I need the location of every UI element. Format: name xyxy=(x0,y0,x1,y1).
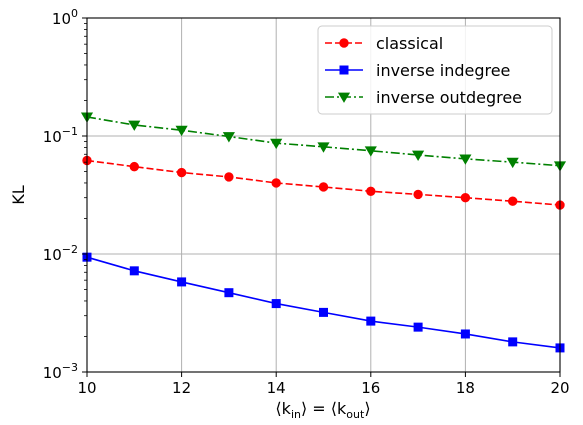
data-point xyxy=(366,186,376,196)
data-point xyxy=(271,299,281,309)
y-tick-label: 10−2 xyxy=(43,243,78,264)
data-point xyxy=(222,132,235,143)
legend: classical inverse indegree inverse outdegr… xyxy=(317,25,553,115)
series-inverse-indegree xyxy=(82,252,565,353)
series-line-inverse-indegree xyxy=(86,256,561,349)
data-point xyxy=(175,125,188,137)
data-point xyxy=(364,146,377,157)
legend-item: classical xyxy=(325,34,443,53)
data-point xyxy=(508,337,518,347)
x-tick-label: 20 xyxy=(550,379,569,397)
x-axis-label: ⟨kin⟩ = ⟨kout⟩ xyxy=(275,399,370,420)
data-point xyxy=(413,322,423,332)
data-point xyxy=(128,120,141,131)
y-tick-label: 100 xyxy=(52,7,78,28)
legend-item: inverse outdegree xyxy=(325,88,522,107)
series-layer xyxy=(80,112,567,353)
plot-frame xyxy=(86,17,561,373)
legend-marker xyxy=(337,92,351,103)
data-point xyxy=(460,192,471,203)
legend-label: inverse indegree xyxy=(376,61,510,80)
data-point xyxy=(508,196,518,206)
data-point xyxy=(177,277,187,287)
data-point xyxy=(129,266,139,276)
series-inverse-outdegree xyxy=(80,112,567,172)
x-tick-label: 16 xyxy=(361,379,380,397)
data-point xyxy=(366,316,376,326)
x-tick-label: 10 xyxy=(77,379,96,397)
data-point xyxy=(317,142,330,153)
x-tick-label: 18 xyxy=(456,379,475,397)
data-point xyxy=(224,172,234,182)
data-point xyxy=(318,182,329,192)
legend-label: classical xyxy=(376,34,443,53)
data-point xyxy=(412,150,425,161)
data-point xyxy=(506,157,519,169)
tick-layer: 10 12 14 16 18 20 10−3 10−2 10−1 100 xyxy=(43,7,570,397)
legend-marker xyxy=(339,65,349,75)
y-tick-label: 10−3 xyxy=(43,361,78,382)
data-point xyxy=(319,307,328,317)
legend-box xyxy=(317,25,553,115)
data-point xyxy=(460,329,470,339)
legend-label: inverse outdegree xyxy=(376,88,522,107)
data-point xyxy=(271,178,281,188)
legend-marker xyxy=(339,38,349,48)
data-point xyxy=(176,167,187,178)
data-point xyxy=(413,189,423,200)
legend-item: inverse indegree xyxy=(325,61,510,80)
data-point xyxy=(270,138,283,150)
data-point xyxy=(459,154,472,165)
series-line-classical xyxy=(86,159,561,206)
data-point xyxy=(129,161,140,172)
y-axis-label: KL xyxy=(9,185,28,204)
data-point xyxy=(224,288,234,298)
x-tick-label: 14 xyxy=(267,379,286,397)
y-tick-label: 10−1 xyxy=(43,125,78,146)
series-line-inverse-outdegree xyxy=(86,116,561,167)
x-tick-label: 12 xyxy=(172,379,191,397)
series-classical xyxy=(82,155,565,210)
